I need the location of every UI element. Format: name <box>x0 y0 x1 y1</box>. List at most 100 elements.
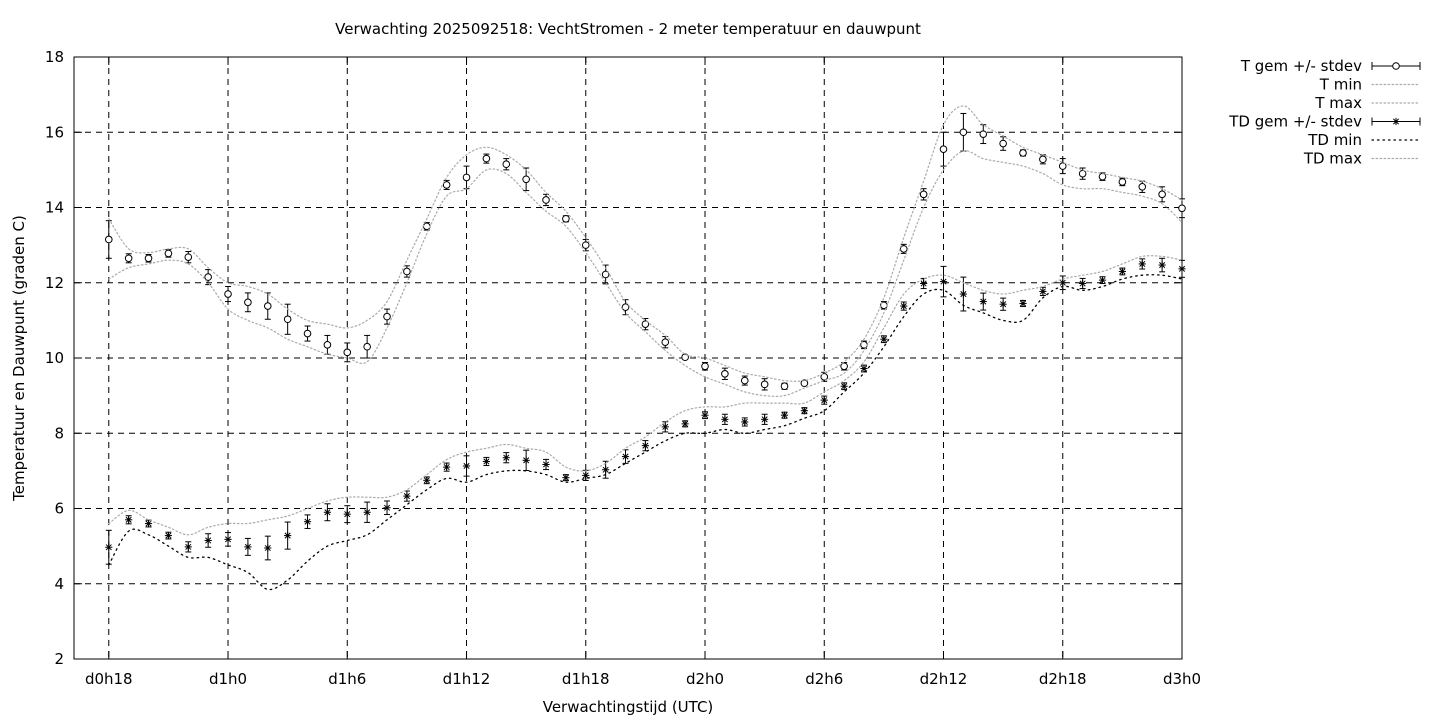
y-tick-label: 14 <box>45 199 64 217</box>
data-point <box>800 379 809 388</box>
series-td-max <box>108 255 1183 536</box>
data-point <box>800 407 808 415</box>
y-axis-label: Temperatuur en Dauwpunt (graden C) <box>10 215 28 502</box>
data-point <box>502 160 511 169</box>
data-point <box>462 462 471 470</box>
data-point <box>303 518 312 526</box>
series-t-max <box>108 105 1183 382</box>
data-point <box>1058 162 1067 170</box>
data-point <box>422 222 431 231</box>
data-point <box>224 535 232 543</box>
data-point <box>820 396 828 404</box>
data-point <box>363 342 371 351</box>
data-point <box>721 415 729 423</box>
legend-item-td-min: TD min <box>1307 131 1421 149</box>
data-point <box>1039 155 1047 164</box>
data-point <box>959 128 968 137</box>
data-point <box>542 460 550 469</box>
data-point <box>363 508 371 516</box>
data-point <box>502 454 510 462</box>
data-point <box>423 476 431 484</box>
data-point <box>780 382 789 391</box>
data-point <box>403 267 411 276</box>
data-point <box>780 411 789 419</box>
y-tick-label: 4 <box>54 575 64 593</box>
data-point <box>124 254 133 263</box>
data-point <box>1019 149 1027 157</box>
data-point <box>602 466 610 474</box>
data-point <box>1118 267 1126 276</box>
data-point <box>482 154 491 163</box>
legend-label: T gem +/- stdev <box>1240 57 1362 75</box>
series-t-gem-stdev <box>104 112 1186 391</box>
data-point <box>482 457 490 466</box>
data-point <box>939 145 948 153</box>
data-point <box>244 543 252 551</box>
data-point <box>1079 279 1087 288</box>
data-point <box>1078 169 1087 178</box>
data-point <box>1059 279 1067 287</box>
y-tick-label: 18 <box>45 48 64 66</box>
data-point <box>443 463 451 471</box>
data-point <box>343 510 351 518</box>
x-tick-label: d2h18 <box>1039 670 1087 688</box>
data-point <box>263 302 272 310</box>
data-point <box>582 471 590 479</box>
data-point <box>880 335 888 343</box>
x-axis-label: Verwachtingstijd (UTC) <box>543 698 714 716</box>
data-point <box>204 536 212 545</box>
data-point <box>979 130 988 138</box>
data-point <box>701 411 709 419</box>
data-point <box>283 315 292 324</box>
data-point <box>224 290 232 298</box>
legend-item-t-max: T max <box>1314 94 1421 112</box>
data-point <box>979 297 987 306</box>
data-point <box>264 544 272 552</box>
data-point <box>462 173 471 182</box>
data-point <box>900 302 908 310</box>
data-point <box>244 298 252 307</box>
legend-item-td-max: TD max <box>1303 150 1421 168</box>
x-tick-label: d2h12 <box>920 670 968 688</box>
y-tick-label: 8 <box>54 424 64 442</box>
legend-item-td-gem-stdev: TD gem +/- stdev <box>1228 113 1421 131</box>
data-point <box>621 303 630 312</box>
series-line-t-min <box>108 150 1183 397</box>
data-point <box>562 214 570 223</box>
data-point <box>760 380 769 389</box>
x-tick-label: d1h6 <box>328 670 366 688</box>
y-axis: 2 4 6 8 10 12 14 16 18 <box>45 48 1182 668</box>
x-tick-label: d3h0 <box>1163 670 1201 688</box>
x-tick-label: d1h12 <box>443 670 491 688</box>
data-point <box>920 279 928 288</box>
data-point <box>959 290 967 298</box>
data-point <box>1039 287 1047 296</box>
data-point <box>840 362 848 371</box>
legend-swatch <box>1371 117 1421 126</box>
data-point <box>403 492 411 500</box>
legend-label: T min <box>1319 76 1362 94</box>
data-point <box>1178 265 1186 273</box>
data-point <box>144 254 153 263</box>
data-point <box>1098 172 1107 181</box>
data-point <box>840 382 848 390</box>
data-point <box>323 508 331 516</box>
data-point <box>184 253 193 261</box>
x-tick-label: d0h18 <box>85 670 133 688</box>
legend-item-t-min: T min <box>1319 76 1421 94</box>
series-layer <box>104 105 1186 591</box>
data-point <box>621 452 630 461</box>
data-point <box>522 175 530 184</box>
data-point <box>204 273 212 281</box>
data-point <box>1019 299 1027 308</box>
y-tick-label: 6 <box>54 500 64 518</box>
data-point <box>442 181 451 189</box>
series-line-t-max <box>108 105 1183 382</box>
legend-swatch <box>1371 62 1421 70</box>
y-tick-label: 10 <box>45 349 64 367</box>
data-point <box>939 278 948 286</box>
y-tick-label: 12 <box>45 274 64 292</box>
data-point <box>741 418 749 426</box>
data-point <box>721 370 729 378</box>
